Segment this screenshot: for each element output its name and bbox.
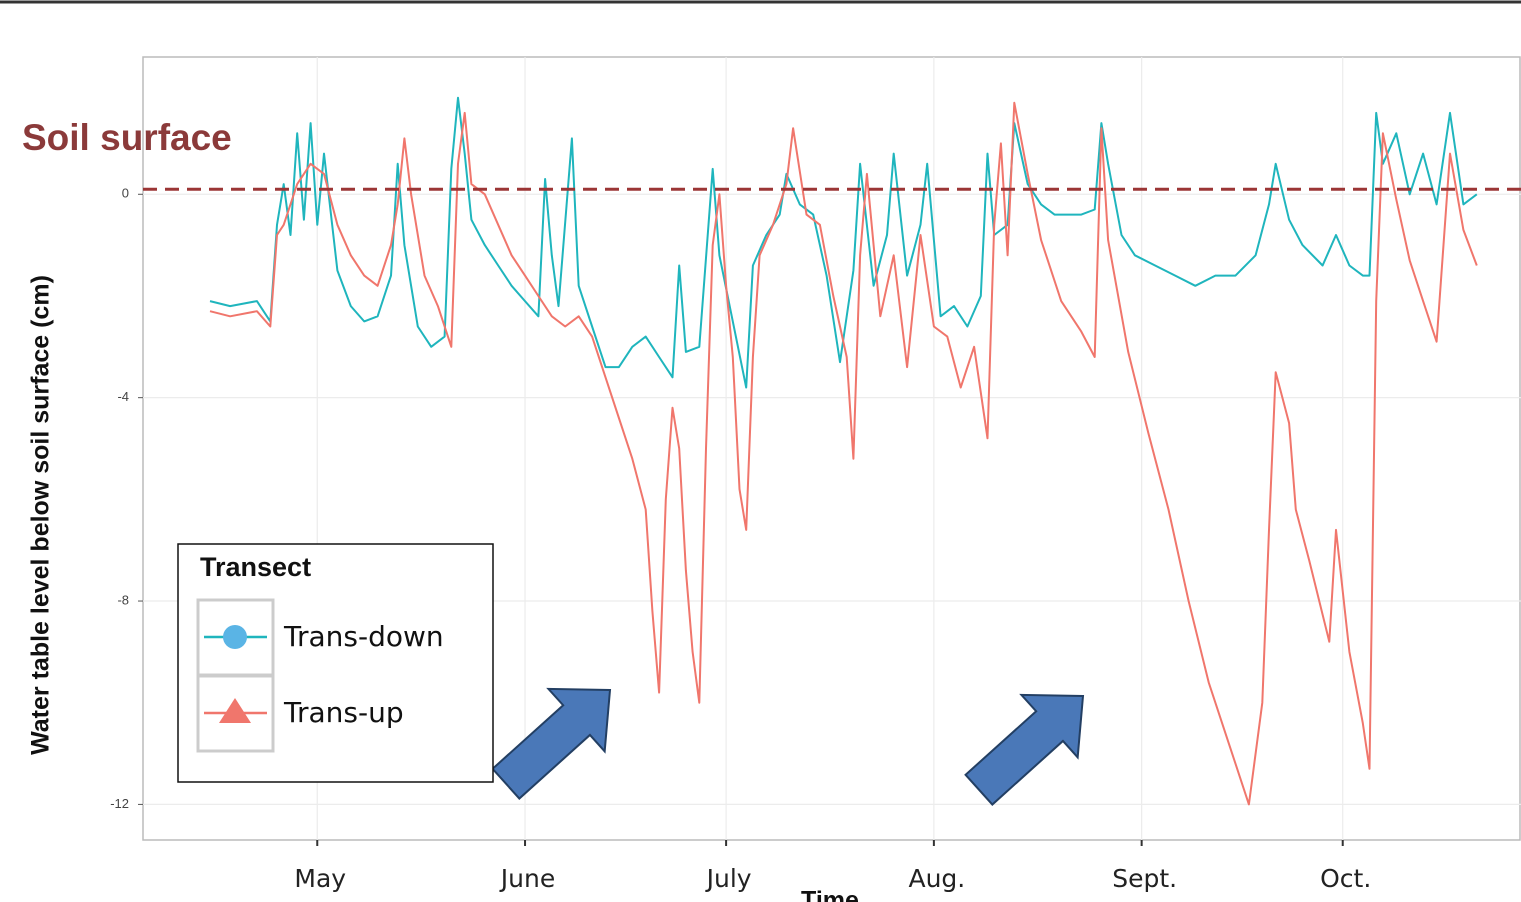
x-tick-label: Sept.	[1112, 864, 1177, 893]
y-tick-label: -12	[110, 796, 129, 811]
y-axis-label: Water table level below soil surface (cm…	[27, 275, 55, 755]
legend-marker	[219, 698, 251, 723]
legend-marker	[223, 625, 247, 649]
arrow	[491, 687, 612, 800]
x-tick-label: June	[499, 864, 555, 893]
legend-label: Trans-up	[283, 696, 404, 729]
y-tick-label: -8	[117, 592, 129, 607]
x-tick-label: July	[705, 864, 752, 893]
y-tick-label: -4	[117, 389, 129, 404]
x-axis-label: Time	[801, 887, 859, 902]
annotation: Soil surface	[22, 117, 232, 158]
series-line	[209, 101, 1478, 806]
x-tick-label: May	[294, 864, 346, 893]
legend-title: Transect	[200, 552, 311, 582]
x-tick-label: Oct.	[1320, 864, 1371, 893]
legend-label: Trans-down	[283, 620, 444, 653]
legend: Transect Trans-down Trans-up	[177, 543, 494, 783]
y-tick-label: 0	[122, 186, 129, 201]
x-tick-label: Aug.	[908, 864, 965, 893]
arrow	[964, 693, 1085, 806]
grid	[138, 57, 1521, 846]
lines	[143, 96, 1521, 806]
